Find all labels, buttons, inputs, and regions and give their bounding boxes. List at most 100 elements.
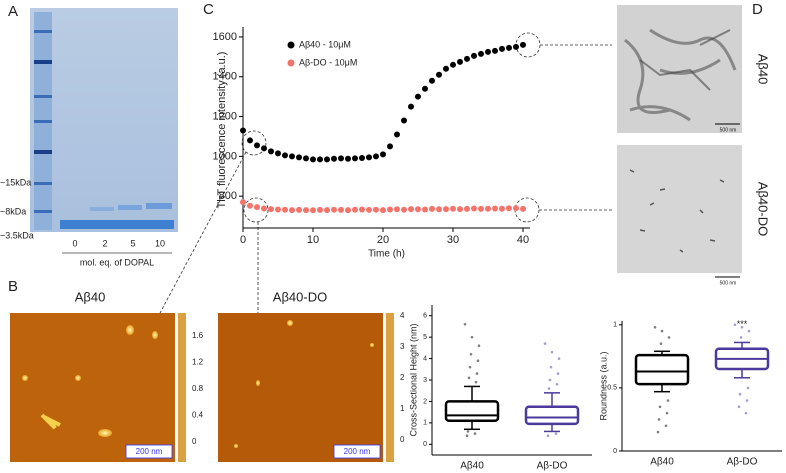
y-tick-label: 1400	[213, 71, 237, 83]
lane-label: 0	[72, 238, 77, 248]
data-point	[464, 55, 470, 62]
data-point	[470, 335, 474, 339]
data-point	[275, 206, 281, 213]
data-point	[324, 156, 330, 163]
data-point	[408, 206, 414, 213]
data-point	[331, 155, 337, 162]
data-point	[415, 93, 421, 100]
data-point	[665, 411, 669, 415]
data-point	[436, 71, 442, 78]
data-point	[429, 205, 435, 212]
data-point	[550, 350, 554, 354]
data-point	[352, 155, 358, 162]
data-point	[373, 153, 379, 160]
colorbar-tick: 1	[400, 404, 405, 413]
data-point	[740, 326, 744, 329]
data-point	[422, 206, 428, 213]
box	[634, 353, 690, 386]
data-point	[543, 342, 547, 345]
data-point	[656, 430, 660, 434]
data-point	[744, 411, 748, 415]
data-point	[485, 48, 491, 55]
y-tick-label: 4	[423, 355, 427, 362]
data-point	[738, 392, 742, 396]
data-point	[457, 58, 463, 65]
y-tick-label: 1600	[213, 31, 237, 43]
data-point	[443, 206, 449, 213]
data-point	[429, 77, 435, 84]
box	[524, 405, 580, 426]
data-point	[359, 206, 365, 213]
data-point	[466, 430, 470, 433]
data-point	[261, 205, 267, 212]
y-axis-label: Cross-Sectional Height (nm)	[408, 323, 418, 436]
data-point	[289, 207, 295, 214]
data-point	[394, 206, 400, 213]
data-point	[247, 137, 253, 144]
data-point	[467, 376, 471, 380]
data-point	[317, 156, 323, 163]
data-point	[296, 206, 302, 213]
data-point	[554, 432, 558, 435]
colorbar-tick: 3	[400, 342, 405, 351]
data-point	[408, 103, 414, 110]
data-point	[473, 432, 477, 435]
data-point	[557, 357, 561, 360]
lane-title: mol. eq. of DOPAL	[80, 257, 154, 267]
data-point	[422, 85, 428, 92]
scale-bar-label: 500 nm	[720, 127, 737, 133]
colorbar-tick: 0	[192, 437, 197, 446]
data-point	[548, 378, 552, 382]
data-point	[664, 424, 668, 428]
data-point	[261, 145, 267, 152]
data-point	[450, 205, 456, 212]
data-point	[745, 399, 749, 402]
data-point	[457, 206, 463, 213]
data-point	[282, 152, 288, 159]
data-point	[366, 206, 372, 213]
data-point	[657, 418, 661, 421]
x-tick-label: Aβ-DO	[537, 461, 568, 472]
data-point	[733, 323, 737, 327]
data-point	[289, 153, 295, 160]
data-point	[303, 207, 309, 214]
data-point	[476, 359, 480, 363]
y-axis-label: Roundness (a.u.)	[598, 351, 608, 420]
data-point	[513, 43, 519, 50]
y-tick-label: 5	[423, 334, 427, 341]
data-point	[324, 207, 330, 214]
data-point	[247, 202, 253, 209]
colorbar-tick: 0.4	[192, 411, 204, 420]
data-point	[254, 142, 260, 149]
data-point	[345, 155, 351, 162]
data-point	[254, 204, 260, 211]
y-tick-label: 1200	[213, 110, 237, 122]
legend-marker	[287, 41, 295, 49]
data-point	[546, 434, 550, 438]
data-point	[310, 156, 316, 163]
colorbar-tick: 1.2	[192, 358, 204, 367]
tem-image	[617, 5, 742, 133]
data-point	[443, 65, 449, 72]
zoom-connector	[159, 32, 612, 314]
data-point	[468, 365, 472, 369]
colorbar-tick: 2	[400, 373, 405, 382]
data-point	[465, 434, 469, 438]
data-point	[478, 50, 484, 57]
data-point	[474, 380, 478, 384]
x-tick-label: Aβ40	[650, 457, 674, 468]
tem-label: Aβ40-DO	[756, 182, 771, 236]
data-point	[359, 154, 365, 161]
data-point	[401, 206, 407, 213]
y-tick-label: 1	[423, 420, 427, 427]
y-axis-label: ThT fluorescence intensity (a.u.)	[216, 52, 228, 209]
afm-image	[218, 313, 394, 462]
data-point	[506, 44, 512, 51]
data-point	[240, 127, 246, 134]
y-tick-label: 0.5	[607, 385, 617, 392]
data-point	[380, 151, 386, 158]
data-point	[492, 47, 498, 54]
data-point	[352, 206, 358, 213]
x-tick-label: 10	[307, 234, 319, 246]
